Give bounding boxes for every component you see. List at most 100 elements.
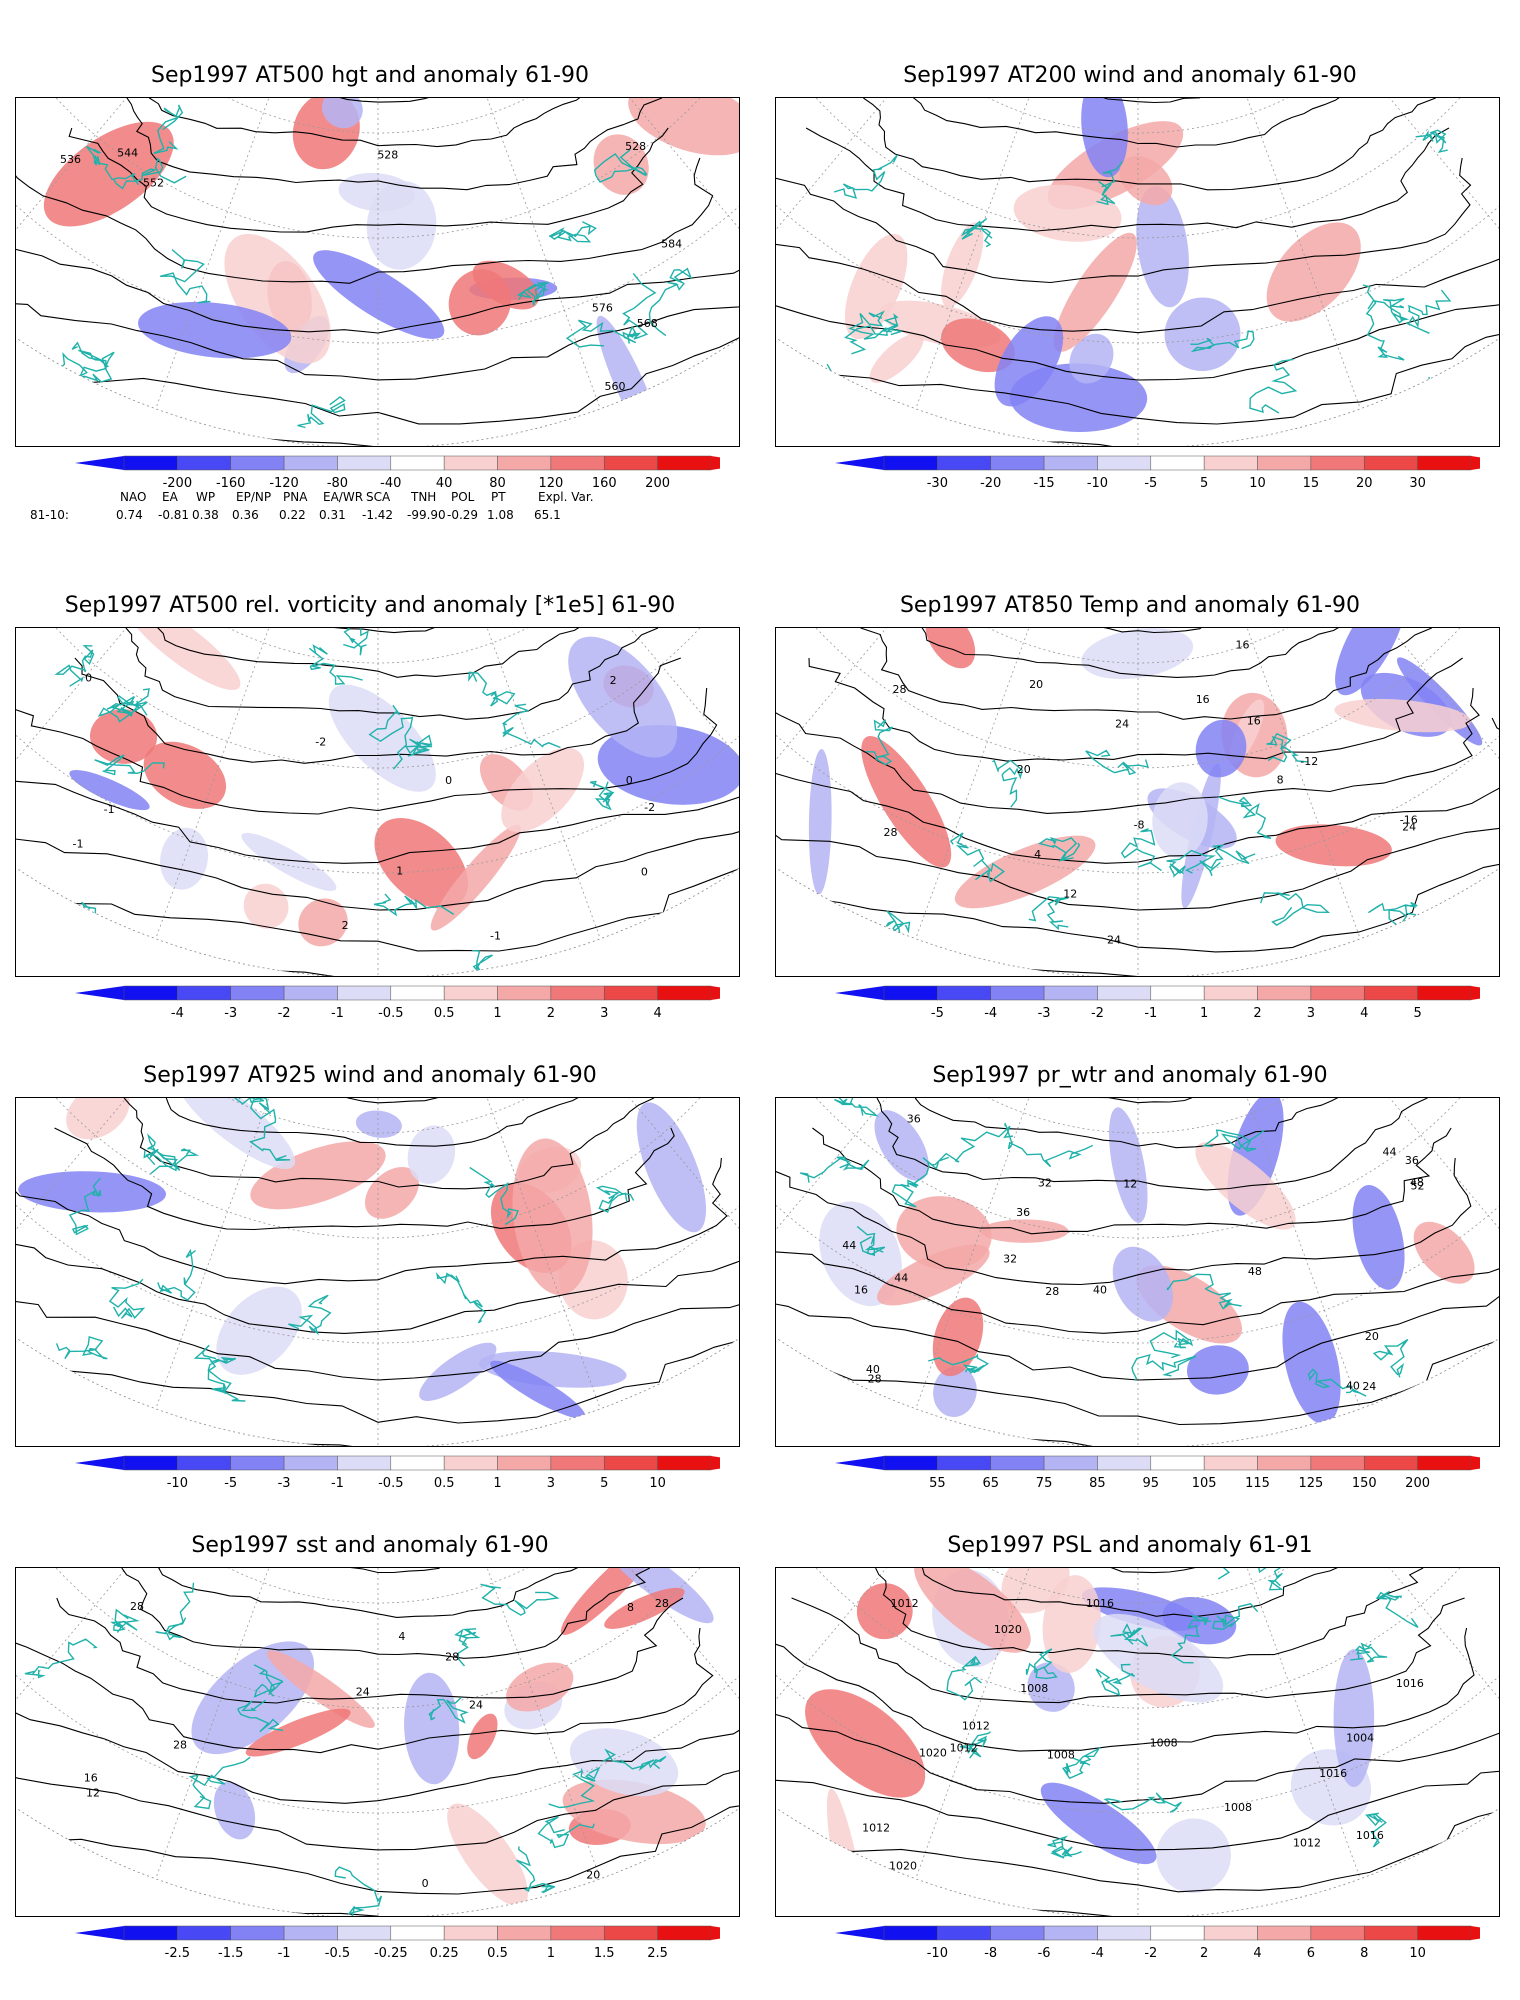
colorbar-swatch <box>883 1455 938 1471</box>
colorbar-swatch <box>990 1925 1045 1941</box>
contour-label: 1016 <box>1319 1767 1347 1780</box>
index-header: TNH <box>411 490 437 504</box>
map-svg <box>776 98 1499 446</box>
colorbar-swatch <box>603 455 658 471</box>
colorbar-tick-label: -15 <box>1033 476 1054 491</box>
coastline <box>1103 1792 1182 1813</box>
anomaly-shade <box>66 1098 130 1140</box>
contour-label: 20 <box>586 1869 600 1882</box>
anomaly-shade <box>933 1366 977 1417</box>
contour-label: 40 <box>1093 1284 1107 1297</box>
contour-label: -1 <box>490 930 501 943</box>
anomaly-shade <box>1333 1649 1375 1788</box>
index-header: EA/WR <box>323 490 364 504</box>
contour-label: 0 <box>422 1877 429 1890</box>
colorbar-tick-label: -0.25 <box>374 1946 408 1961</box>
index-header: NAO <box>120 490 147 504</box>
contour-line <box>808 657 1463 762</box>
colorbar-arrow-right <box>710 986 720 1000</box>
contour-label: 32 <box>1038 1176 1052 1189</box>
contour-label: 1012 <box>1293 1837 1321 1850</box>
contour-label: 16 <box>84 1772 98 1785</box>
coastline <box>1259 892 1331 926</box>
colorbar-tick-label: 85 <box>1089 1476 1106 1491</box>
coastline <box>72 415 120 440</box>
coastline <box>595 1185 635 1213</box>
contour-line <box>185 1098 580 1104</box>
longitude-line <box>1137 1098 1499 1124</box>
coastline <box>86 145 140 186</box>
anomaly-shade <box>826 1788 866 1916</box>
colorbar-tick-label: 10 <box>649 1476 666 1491</box>
contour-label: 16 <box>1236 639 1250 652</box>
contour-label: 1 <box>396 865 403 878</box>
coastline <box>1415 129 1448 153</box>
colorbar-tick-label: -2 <box>1091 1006 1104 1021</box>
contour-line <box>776 1717 1499 1893</box>
longitude-line <box>377 1098 739 1297</box>
colorbar-tick-label: 1 <box>1200 1006 1208 1021</box>
colorbar-swatch <box>1150 985 1205 1001</box>
contour-line <box>876 1098 1428 1191</box>
coastline <box>1212 1603 1259 1631</box>
contour-label: 44 <box>1382 1146 1396 1159</box>
colorbar-swatch <box>883 455 938 471</box>
contour-label: 576 <box>592 301 613 314</box>
coastline <box>593 149 648 183</box>
contour-line <box>148 98 631 148</box>
contour-label: 1012 <box>891 1597 919 1610</box>
contour-label: 568 <box>637 317 658 330</box>
contour-label: -8 <box>1134 819 1145 832</box>
longitude-line <box>377 1568 739 1767</box>
contour-label: -1 <box>73 838 84 851</box>
map-area: 28 16 12 8 4 0 20 24 24 28 28 28 <box>15 1567 740 1917</box>
anomaly-shade <box>954 835 1096 909</box>
contour-line <box>776 1687 1499 1851</box>
coastline <box>1266 732 1308 763</box>
colorbar-tick-label: 120 <box>538 476 563 491</box>
anomaly-shade <box>138 301 292 359</box>
contour-label: 44 <box>842 1239 856 1252</box>
contour-label: 560 <box>605 380 626 393</box>
longitude-line <box>16 98 379 297</box>
colorbar-tick-label: -30 <box>927 476 948 491</box>
coastline <box>368 704 414 770</box>
colorbar-swatch <box>603 1455 658 1471</box>
contour-label: 32 <box>1003 1253 1017 1266</box>
coastline <box>48 351 115 379</box>
colorbar-tick-label: 0.25 <box>430 1946 459 1961</box>
longitude-line <box>1137 1568 1361 1879</box>
coastline <box>108 1278 146 1319</box>
anomaly-shade <box>506 1662 574 1712</box>
coastline <box>1307 1368 1367 1397</box>
anomaly-shade <box>1195 719 1247 778</box>
coastline <box>1405 289 1452 334</box>
contour-line <box>126 98 663 191</box>
anomaly-shade <box>241 832 337 891</box>
contour-label: 1004 <box>1346 1732 1374 1745</box>
contour-line <box>16 1657 739 1804</box>
anomaly-shade <box>1152 782 1208 858</box>
colorbar-swatch <box>1257 985 1312 1001</box>
anomaly-shade <box>562 1779 706 1845</box>
contour-line <box>16 187 739 334</box>
colorbar-swatch <box>177 1455 231 1471</box>
colorbar-swatch <box>1417 1455 1472 1471</box>
colorbar-tick-label: 2.5 <box>647 1946 668 1961</box>
contour-line <box>944 1568 1336 1574</box>
contour-line <box>776 217 1499 381</box>
colorbar-swatch <box>990 985 1045 1001</box>
contour-label: 24 <box>356 1686 370 1699</box>
colorbar-tick-label: -10 <box>927 1946 948 1961</box>
colorbar-tick-label: 2 <box>1200 1946 1208 1961</box>
contour-label: 1020 <box>994 1623 1022 1636</box>
colorbar-swatch <box>1150 1925 1205 1941</box>
colorbar-swatch <box>1310 1455 1365 1471</box>
contour-line <box>16 687 718 815</box>
colorbar-tick-label: 6 <box>1307 1946 1315 1961</box>
panel-3: Sep1997 AT500 rel. vorticity and anomaly… <box>0 530 740 1021</box>
map-svg: 1012 1008 1016 1004 1008 1012 1016 1020 1016 1020… <box>776 1568 1499 1916</box>
contour-label: 4 <box>1034 848 1041 861</box>
colorbar-swatch <box>937 455 991 471</box>
colorbar-swatch <box>1417 985 1472 1001</box>
